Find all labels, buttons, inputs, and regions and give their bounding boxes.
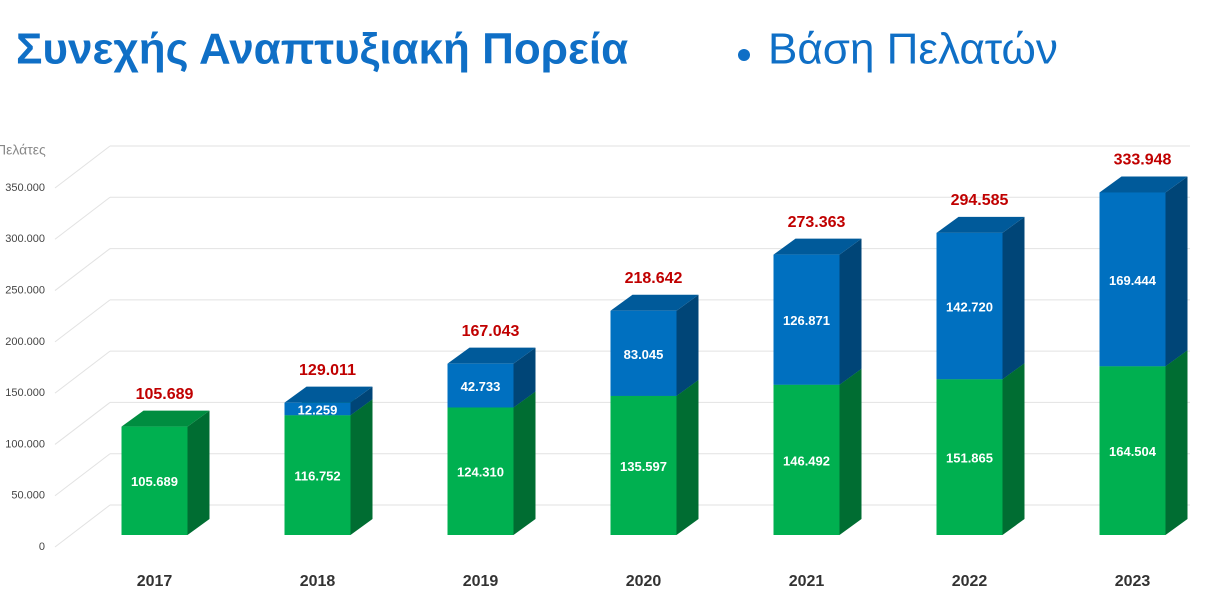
bar-side [350, 386, 373, 416]
y-tick-label: 150.000 [5, 387, 45, 399]
bar-top [284, 386, 373, 403]
bar [284, 402, 351, 416]
bar-top [936, 216, 1025, 233]
chart-subtitle: Βάση Πελατών [768, 25, 1058, 74]
bar [447, 363, 514, 408]
bar [936, 379, 1003, 535]
bar-top [1099, 176, 1188, 193]
x-tick-label: 2020 [626, 573, 662, 590]
bar-top [121, 410, 210, 427]
data-label: 146.492 [783, 453, 830, 468]
data-label: 164.504 [1109, 444, 1157, 459]
grid-line [54, 299, 111, 343]
grid-line [54, 350, 111, 394]
y-tick-label: 300.000 [5, 233, 45, 245]
x-tick-label: 2017 [137, 573, 173, 590]
bar-side [839, 238, 862, 385]
bar-side [513, 347, 536, 408]
bar-top [773, 238, 862, 255]
data-label: 83.045 [624, 347, 664, 362]
bar-side [676, 294, 699, 396]
data-label: 151.865 [946, 451, 993, 466]
title-bullet [738, 49, 750, 61]
data-label: 105.689 [131, 474, 178, 489]
data-label: 124.310 [457, 465, 504, 480]
data-label: 42.733 [461, 379, 501, 394]
data-label: 135.597 [620, 459, 667, 474]
data-label: 116.752 [294, 469, 340, 484]
bar [284, 415, 351, 535]
y-tick-label: 100.000 [5, 438, 45, 450]
bar-side [839, 368, 862, 535]
y-tick-label: 250.000 [5, 284, 45, 296]
grid-line [54, 504, 111, 548]
total-label: 129.011 [299, 362, 356, 379]
bar [610, 310, 677, 396]
y-tick-label: 0 [39, 541, 45, 553]
grid-line [54, 145, 111, 189]
grid-line [54, 453, 111, 497]
total-label: 218.642 [625, 270, 683, 287]
bar [936, 232, 1003, 380]
grid-line [54, 248, 111, 291]
bar-top [610, 294, 699, 311]
y-axis-label: Πελάτες [0, 142, 46, 158]
bar-top [447, 347, 536, 364]
x-tick-label: 2021 [789, 573, 825, 590]
chart-title: Συνεχής Αναπτυξιακή Πορεία [16, 25, 628, 74]
grid-line [54, 402, 111, 445]
bar-side [187, 410, 210, 535]
bar [121, 426, 188, 535]
x-tick-label: 2018 [300, 573, 336, 590]
bar-side [1165, 350, 1188, 535]
y-tick-label: 50.000 [11, 490, 45, 502]
total-label: 167.043 [462, 323, 520, 340]
x-tick-label: 2019 [463, 573, 499, 590]
bar [1099, 192, 1166, 367]
total-label: 333.948 [1114, 152, 1172, 169]
bar [447, 407, 514, 535]
data-label: 12.259 [298, 402, 338, 417]
bar-side [676, 379, 699, 535]
data-label: 142.720 [946, 299, 993, 314]
bar [773, 384, 840, 535]
bar-side [513, 391, 536, 535]
bar-side [1165, 176, 1188, 367]
x-tick-label: 2022 [952, 573, 988, 590]
bar [773, 254, 840, 385]
grid-line [54, 196, 111, 240]
bar-side [350, 399, 373, 535]
total-label: 294.585 [951, 192, 1009, 209]
bar [1099, 366, 1166, 535]
bar-side [1002, 363, 1025, 535]
total-label: 273.363 [788, 214, 846, 231]
total-label: 105.689 [136, 386, 194, 403]
data-label: 126.871 [783, 313, 830, 328]
bar [610, 395, 677, 535]
x-tick-label: 2023 [1115, 573, 1151, 590]
data-label: 169.444 [1109, 273, 1157, 288]
y-tick-label: 350.000 [5, 182, 45, 194]
bar-side [1002, 216, 1025, 380]
y-tick-label: 200.000 [5, 336, 45, 348]
